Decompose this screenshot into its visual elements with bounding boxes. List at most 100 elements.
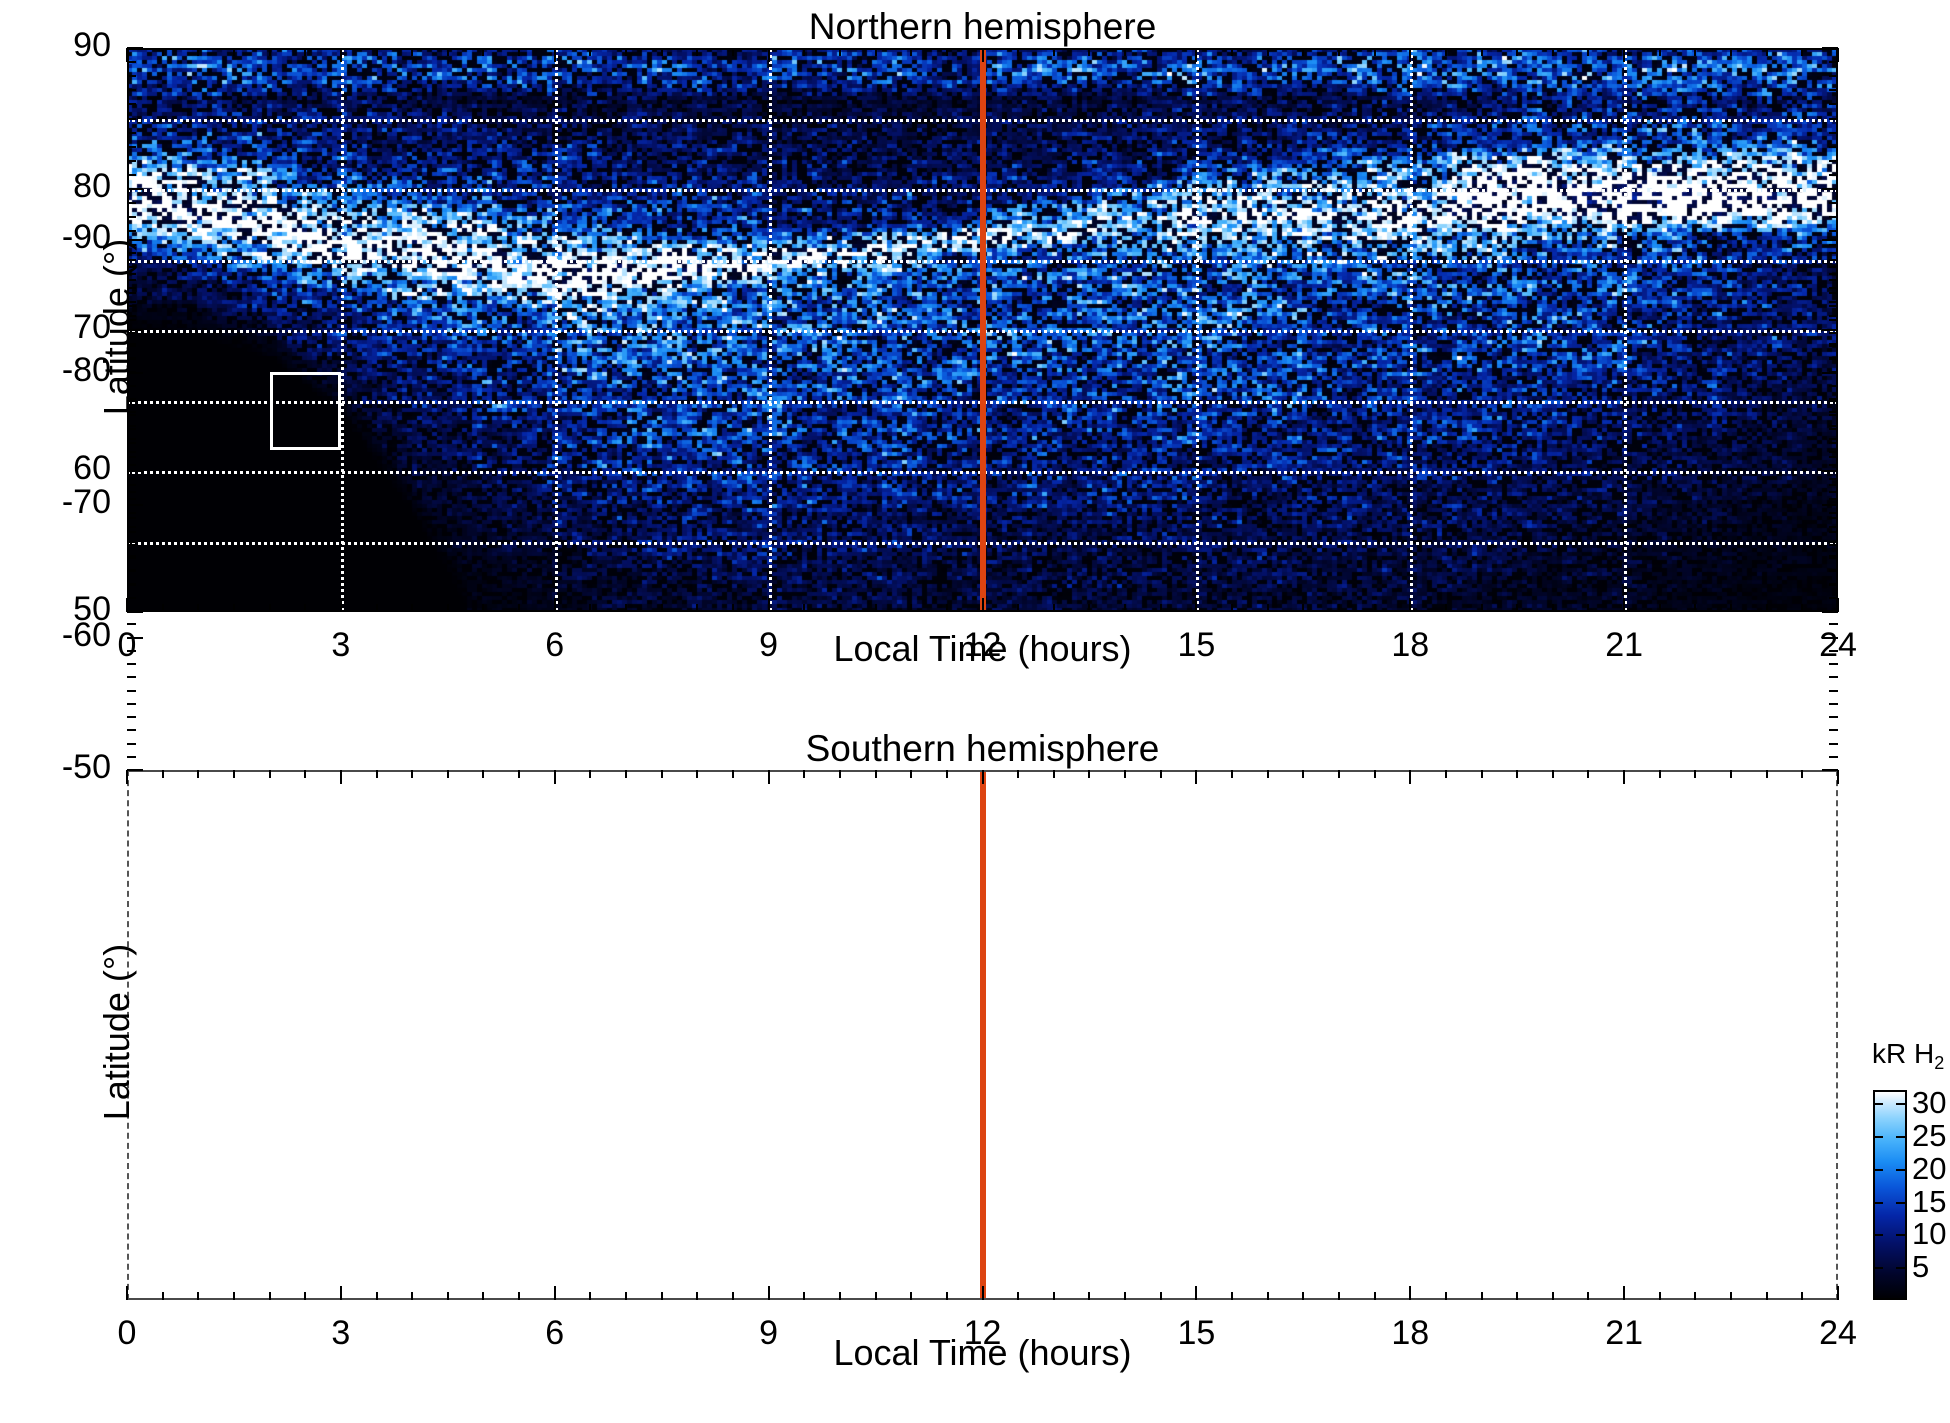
x-tick-minor (1124, 48, 1127, 56)
x-tick-minor (910, 770, 913, 778)
y-tick-minor (127, 286, 136, 289)
x-tick-minor (1337, 1292, 1340, 1300)
x-tick-minor (803, 604, 806, 612)
x-tick-minor (268, 1292, 271, 1300)
y-tick-minor (127, 258, 136, 261)
x-tick-minor (838, 48, 841, 56)
x-tick-minor (1017, 770, 1020, 778)
colorbar-tick (1873, 1267, 1883, 1270)
x-tick-major (1409, 598, 1412, 612)
x-tick-major (1195, 1286, 1198, 1300)
colorbar-tick (1873, 1103, 1883, 1106)
x-tick-minor (874, 770, 877, 778)
annotation-rectangle[interactable] (269, 372, 341, 450)
colorbar-tick (1896, 1103, 1906, 1106)
x-tick-major (553, 770, 556, 784)
x-tick-minor (1551, 770, 1554, 778)
y-tick-minor (1829, 512, 1838, 515)
y-tick-minor (1829, 286, 1838, 289)
x-tick-minor (589, 48, 592, 56)
y-tick-minor (1829, 278, 1838, 281)
y-tick-minor (127, 278, 136, 281)
x-tick-minor (197, 1292, 200, 1300)
y-tick-label: 90 (73, 26, 111, 64)
y-tick-minor (1829, 610, 1838, 612)
colorbar-tick (1873, 1168, 1883, 1171)
x-tick-minor (1159, 1292, 1162, 1300)
y-tick-minor (1829, 623, 1838, 626)
y-tick-minor (1829, 230, 1838, 233)
panel-title-north: Northern hemisphere (808, 6, 1157, 47)
x-tick-minor (375, 604, 378, 612)
noon-marker-south (979, 770, 986, 1300)
x-tick-minor (1444, 1292, 1447, 1300)
y-tick-minor (127, 300, 136, 303)
x-tick-minor (375, 48, 378, 56)
noon-marker-north (979, 48, 986, 612)
x-tick-label: 12 (963, 1314, 1002, 1352)
y-tick-minor (1829, 424, 1838, 427)
x-tick-minor (1694, 48, 1697, 56)
x-tick-minor (625, 604, 628, 612)
colorbar-tick (1896, 1234, 1906, 1237)
y-tick-minor (1829, 554, 1838, 557)
y-tick-minor (127, 676, 136, 679)
x-tick-minor (1587, 770, 1590, 778)
y-tick-minor (1829, 292, 1838, 294)
x-tick-minor (803, 1292, 806, 1300)
x-tick-label: 3 (331, 626, 351, 664)
x-tick-minor (1088, 48, 1091, 56)
x-tick-minor (268, 770, 271, 778)
x-tick-minor (1337, 770, 1340, 778)
y-tick-minor (1829, 252, 1838, 255)
x-tick-major (1409, 1286, 1412, 1300)
x-tick-minor (518, 48, 521, 56)
x-tick-minor (1373, 48, 1376, 56)
y-tick-label: 70 (73, 308, 111, 346)
y-tick-minor (127, 89, 136, 92)
y-tick-major (1822, 470, 1838, 472)
x-tick-minor (446, 48, 449, 56)
y-tick-minor (1829, 61, 1838, 64)
y-tick-major (127, 470, 143, 472)
y-tick-minor (127, 755, 136, 758)
x-tick-minor (1730, 1292, 1733, 1300)
x-tick-minor (1551, 1292, 1554, 1300)
x-tick-minor (945, 604, 948, 612)
y-tick-minor (1829, 398, 1838, 400)
y-tick-minor (127, 702, 136, 705)
x-tick-minor (1694, 604, 1697, 612)
x-tick-major (553, 1286, 556, 1300)
y-tick-minor (127, 498, 136, 501)
x-tick-minor (1302, 770, 1305, 778)
y-tick-minor (127, 512, 136, 515)
y-tick-minor (1829, 305, 1838, 308)
x-tick-minor (731, 604, 734, 612)
colorbar-tick (1873, 1234, 1883, 1237)
x-tick-minor (304, 1292, 307, 1300)
y-tick-major (127, 636, 143, 639)
y-tick-minor (127, 358, 136, 361)
colorbar-gradient (1873, 1090, 1907, 1300)
y-tick-minor (127, 173, 136, 176)
x-tick-label: 0 (117, 626, 137, 664)
colorbar-title-subscript: 2 (1934, 1053, 1945, 1073)
x-tick-minor (1765, 770, 1768, 778)
x-tick-minor (1444, 604, 1447, 612)
x-tick-minor (197, 770, 200, 778)
y-tick-minor (127, 451, 136, 453)
x-tick-minor (660, 604, 663, 612)
y-tick-minor (1829, 455, 1838, 458)
y-tick-label: 50 (73, 590, 111, 628)
x-tick-major (767, 598, 770, 612)
x-tick-minor (660, 48, 663, 56)
y-tick-label: -50 (61, 748, 111, 786)
y-tick-major (1822, 188, 1838, 190)
x-tick-minor (874, 48, 877, 56)
y-tick-minor (127, 265, 136, 268)
axes-frame-south (127, 770, 1838, 1300)
x-tick-minor (304, 770, 307, 778)
x-tick-minor (197, 48, 200, 56)
y-tick-minor (1829, 331, 1838, 334)
